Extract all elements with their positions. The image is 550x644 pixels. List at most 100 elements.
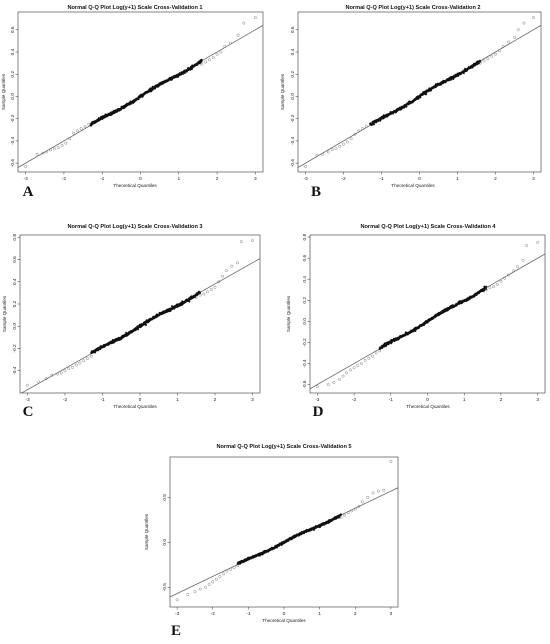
x-tick-label-d: -1 — [389, 397, 394, 403]
x-axis-label-a: Theoretical Quantiles — [113, 183, 157, 188]
qq-point-e — [346, 511, 350, 515]
qq-point-c — [206, 290, 209, 294]
y-tick-label-d: -0.2 — [302, 338, 308, 347]
qq-point-a — [242, 21, 246, 25]
qq-point-b — [507, 40, 511, 44]
qq-point-e — [198, 587, 202, 591]
y-tick-label-d: -0.6 — [302, 380, 308, 389]
y-tick-label-a: 0.2 — [10, 71, 16, 78]
qq-point-d — [374, 351, 378, 355]
qq-point-e — [350, 509, 354, 513]
y-tick-label-c: 0.8 — [12, 234, 18, 241]
qq-point-e — [207, 583, 211, 586]
y-axis-label-e: Sample Quantiles — [144, 513, 149, 550]
y-tick-label-d: 0.2 — [302, 297, 308, 304]
qq-point-d — [414, 329, 417, 332]
qq-panel-d: Normal Q-Q Plot Log(y+1) Scale Cross-Val… — [278, 215, 548, 420]
y-tick-label-c: 0.0 — [12, 323, 18, 330]
qq-point-b — [482, 59, 486, 63]
qq-point-e — [222, 572, 225, 576]
qq-plot-a: Normal Q-Q Plot Log(y+1) Scale Cross-Val… — [1, 5, 264, 200]
qq-point-a — [253, 16, 257, 19]
qq-point-c — [221, 274, 224, 278]
qq-panel-e: Normal Q-Q Plot Log(y+1) Scale Cross-Val… — [140, 435, 410, 640]
x-tick-label-c: 3 — [251, 397, 254, 403]
qq-point-c — [74, 363, 78, 367]
x-tick-label-b: -3 — [303, 176, 308, 182]
qq-point-b — [349, 137, 353, 141]
qq-point-e — [339, 515, 343, 519]
qq-point-a — [190, 67, 194, 70]
qq-point-c — [37, 380, 41, 384]
qq-point-e — [371, 491, 375, 495]
qq-point-b — [361, 127, 364, 131]
qq-point-a — [79, 127, 83, 131]
x-tick-label-d: 2 — [500, 397, 503, 403]
chart-title-d: Normal Q-Q Plot Log(y+1) Scale Cross-Val… — [360, 224, 496, 230]
qq-point-d — [495, 283, 499, 286]
qq-point-c — [144, 323, 148, 326]
qq-point-a — [229, 41, 232, 45]
qq-point-b — [486, 57, 490, 61]
qq-point-a — [215, 52, 219, 56]
qq-point-b — [321, 152, 325, 156]
x-tick-label-c: 2 — [214, 397, 217, 403]
x-tick-label-e: 0 — [283, 611, 286, 617]
qq-point-d — [484, 288, 488, 292]
plot-frame-a — [17, 11, 264, 173]
qq-point-d — [341, 374, 345, 378]
qq-point-a — [137, 98, 140, 101]
qq-point-b — [372, 123, 376, 126]
qq-point-d — [345, 371, 349, 375]
panel-label-e: E — [171, 623, 181, 639]
x-tick-label-d: -2 — [352, 397, 357, 403]
qq-point-e — [218, 575, 222, 578]
qq-point-a — [200, 58, 203, 61]
x-tick-label-b: 1 — [456, 176, 459, 182]
y-tick-label-a: 0.4 — [10, 48, 16, 55]
qq-point-e — [204, 585, 208, 589]
qq-point-a — [223, 45, 227, 48]
qq-point-d — [371, 354, 374, 358]
x-axis-label-e: Theoretical Quantiles — [262, 618, 306, 623]
qq-point-c — [239, 240, 243, 244]
qq-point-b — [501, 45, 505, 48]
qq-point-a — [200, 62, 204, 66]
x-tick-label-e: 3 — [390, 611, 393, 617]
qq-point-d — [536, 240, 540, 244]
qq-point-e — [175, 598, 179, 602]
qq-point-a — [72, 131, 75, 135]
y-axis-label-c: Sample Quantiles — [2, 295, 7, 332]
qq-point-d — [512, 269, 516, 273]
x-tick-label-c: -3 — [25, 397, 30, 403]
qq-point-e — [366, 496, 370, 499]
qq-panel-c: Normal Q-Q Plot Log(y+1) Scale Cross-Val… — [0, 215, 270, 420]
x-tick-label-b: 2 — [494, 176, 497, 182]
qq-point-d — [492, 285, 495, 289]
y-tick-label-a: -0.6 — [10, 159, 16, 168]
qq-point-a — [56, 146, 60, 149]
qq-point-b — [357, 129, 361, 133]
qq-point-c — [230, 264, 234, 268]
qq-point-c — [251, 239, 254, 242]
qq-point-b — [326, 150, 330, 154]
x-tick-label-b: 3 — [532, 176, 535, 182]
qq-point-c — [67, 367, 71, 370]
y-tick-label-b: 0.4 — [290, 48, 296, 55]
y-tick-label-b: -0.2 — [290, 114, 296, 123]
qq-point-e — [193, 590, 197, 594]
qq-point-a — [236, 33, 240, 37]
chart-title-c: Normal Q-Q Plot Log(y+1) Scale Cross-Val… — [67, 224, 202, 230]
qq-point-d — [525, 244, 529, 247]
qq-plot-b: Normal Q-Q Plot Log(y+1) Scale Cross-Val… — [280, 5, 542, 200]
qq-point-b — [494, 52, 497, 56]
qq-point-d — [521, 258, 525, 262]
qq-point-e — [232, 566, 236, 569]
qq-point-c — [26, 383, 29, 387]
qq-point-e — [353, 507, 357, 511]
x-tick-label-a: -2 — [62, 176, 67, 182]
qq-point-a — [24, 165, 28, 168]
qq-point-a — [75, 129, 79, 133]
qq-point-b — [497, 49, 501, 53]
qq-point-d — [363, 358, 367, 362]
